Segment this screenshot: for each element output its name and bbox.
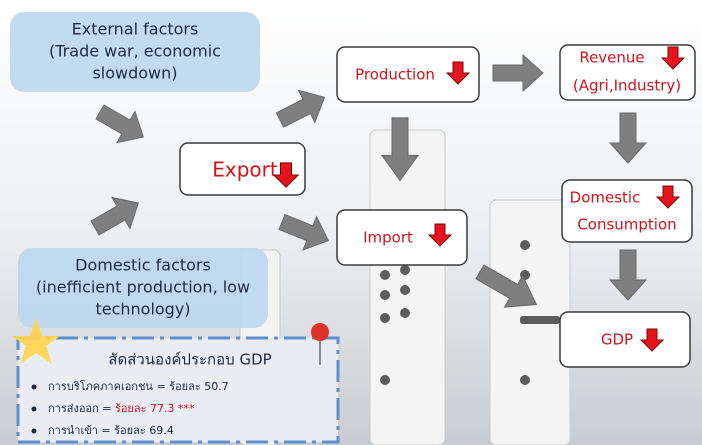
domestic-line: technology) [95, 300, 190, 319]
node-label: (Agri,Industry) [573, 77, 681, 95]
external-line: (Trade war, economic [49, 42, 221, 61]
node-label: Import [363, 229, 413, 247]
node-label: Revenue [579, 49, 644, 67]
node-label: Production [355, 66, 435, 84]
bullet [32, 407, 37, 412]
external-line: External factors [72, 20, 199, 39]
info-item-highlight: ร้อยละ 77.3 *** [115, 402, 195, 415]
domestic-line: (inefficient production, low [36, 278, 250, 297]
info-item: การบริโภคภาคเอกชน = ร้อยละ 50.7 [48, 379, 229, 393]
info-item: การนำเข้า = ร้อยละ 69.4 [48, 424, 174, 437]
node-label: Export [212, 158, 278, 182]
node-label: GDP [601, 331, 633, 349]
domestic-line: Domestic factors [75, 256, 211, 275]
bullet [32, 429, 37, 434]
diagram: External factors (Trade war, economic sl… [0, 0, 702, 445]
bullet [32, 385, 37, 390]
info-title: สัดส่วนองค์ประกอบ GDP [108, 351, 271, 369]
pin-head [311, 323, 329, 341]
info-item-label: การส่งออก = [48, 402, 115, 415]
external-line: slowdown) [92, 64, 177, 83]
node-label: Domestic [570, 189, 641, 207]
info-item: การส่งออก = ร้อยละ 77.3 *** [48, 402, 195, 415]
node-label: Consumption [577, 216, 676, 234]
